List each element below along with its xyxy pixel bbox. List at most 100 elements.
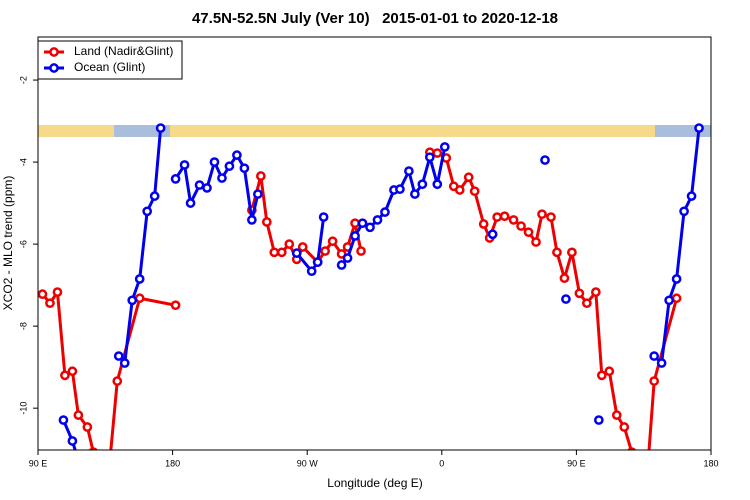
point [306,266,317,277]
point [432,148,443,158]
point [327,236,338,247]
point [119,358,130,368]
point [255,171,266,181]
point [209,157,220,167]
x-tick-label: 90 E [29,458,48,468]
point [417,179,428,190]
point [82,422,93,432]
point [142,206,153,217]
series-line [41,150,679,450]
land-ocean-strip [38,125,711,137]
point [73,410,84,420]
point [112,376,123,386]
point [52,287,63,297]
point [516,221,526,231]
point [656,358,667,368]
point [582,298,592,309]
point [232,150,242,160]
point [559,273,570,284]
point [58,415,69,425]
y-axis-label: XCO2 - MLO trend (ppm) [1,176,15,311]
x-axis-label: Longitude (deg E) [327,476,422,490]
point [269,247,280,258]
point [217,173,227,183]
point [567,247,577,258]
y-tick-label: -2 [18,76,28,84]
legend-label: Ocean (Glint) [74,60,145,74]
point [410,189,420,199]
point [463,172,474,183]
point [179,160,190,170]
point [469,186,480,197]
y-tick-label: -6 [18,240,28,248]
point [552,247,562,258]
point [239,163,250,174]
point [596,370,607,381]
series-line [62,127,701,450]
point [380,207,390,217]
point [134,293,145,304]
point [432,179,443,190]
point [546,212,556,222]
point [106,458,113,465]
x-tick-label: 90 E [567,458,586,468]
point [224,161,235,172]
plot-frame [37,36,712,451]
point [454,185,465,195]
point [350,218,360,229]
point [574,288,585,299]
legend-box [37,40,183,80]
point [404,166,414,176]
point [336,260,347,270]
point [276,247,287,258]
point [671,293,682,304]
point [76,462,83,469]
y-tick-label: -10 [18,402,28,415]
point [291,248,302,258]
point [342,253,353,263]
point [202,183,212,193]
point [149,191,160,201]
point [134,274,145,284]
point [593,415,604,425]
point [170,300,181,311]
legend-marker [49,63,59,73]
y-tick-label: -4 [18,158,28,166]
point [155,123,166,133]
point [113,351,124,361]
point [356,246,366,256]
point [508,215,519,225]
point [372,215,383,225]
point [38,289,48,299]
point [318,212,329,222]
point [284,239,295,249]
point [649,351,660,361]
point [540,155,550,165]
point [671,274,682,284]
point [664,295,674,306]
x-tick-label: 180 [165,458,180,468]
point [523,227,534,238]
point [357,218,368,229]
point [531,237,541,247]
point [679,206,689,217]
point [320,246,330,256]
point [67,366,78,377]
point [439,142,450,152]
point [611,410,622,420]
plot-area [38,123,704,469]
x-tick-label: 90 W [297,458,319,468]
point [492,212,502,222]
x-tick-label: 180 [703,458,718,468]
point [537,209,547,220]
point [67,436,78,446]
point [350,231,360,241]
point [185,198,196,208]
point [499,211,510,222]
point [686,191,697,201]
chart-title: 47.5N-52.5N July (Ver 10) 2015-01-01 to … [192,10,558,27]
point [45,298,55,309]
point [694,123,704,133]
point [261,217,272,227]
legend-marker [49,47,59,57]
